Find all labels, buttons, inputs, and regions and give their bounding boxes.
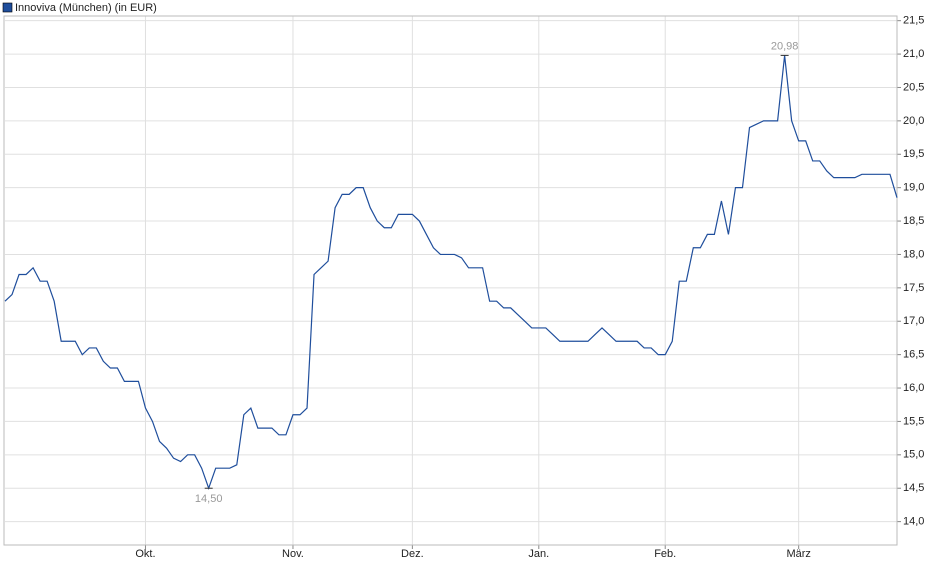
legend-label: Innoviva (München) (in EUR): [15, 2, 157, 14]
legend-swatch: [2, 2, 13, 13]
x-tick-label: Feb.: [654, 548, 676, 560]
y-tick-label: 19,0: [903, 182, 924, 194]
y-tick-label: 20,0: [903, 115, 924, 127]
plot-frame: [3, 15, 898, 546]
price-line: [4, 55, 898, 491]
y-tick-label: 17,5: [903, 282, 924, 294]
y-tick-label: 15,0: [903, 449, 924, 461]
y-tick-label: 14,0: [903, 516, 924, 528]
extreme-label: 20,98: [771, 40, 799, 52]
y-tick-label: 21,5: [903, 15, 924, 27]
x-tick-label: Dez.: [401, 548, 424, 560]
y-tick-label: 18,0: [903, 248, 924, 260]
y-tick-label: 18,5: [903, 215, 924, 227]
y-tick-label: 14,5: [903, 482, 924, 494]
y-tick-label: 15,5: [903, 415, 924, 427]
extreme-label: 14,50: [195, 493, 223, 505]
y-tick-label: 17,0: [903, 315, 924, 327]
y-tick-label: 19,5: [903, 148, 924, 160]
y-tick-label: 16,0: [903, 382, 924, 394]
y-tick-label: 16,5: [903, 349, 924, 361]
y-tick-label: 20,5: [903, 81, 924, 93]
x-tick-label: Nov.: [282, 548, 304, 560]
y-tick-label: 21,0: [903, 48, 924, 60]
x-tick-label: Okt.: [135, 548, 155, 560]
x-tick-label: Jan.: [528, 548, 549, 560]
x-tick-label: März: [786, 548, 810, 560]
